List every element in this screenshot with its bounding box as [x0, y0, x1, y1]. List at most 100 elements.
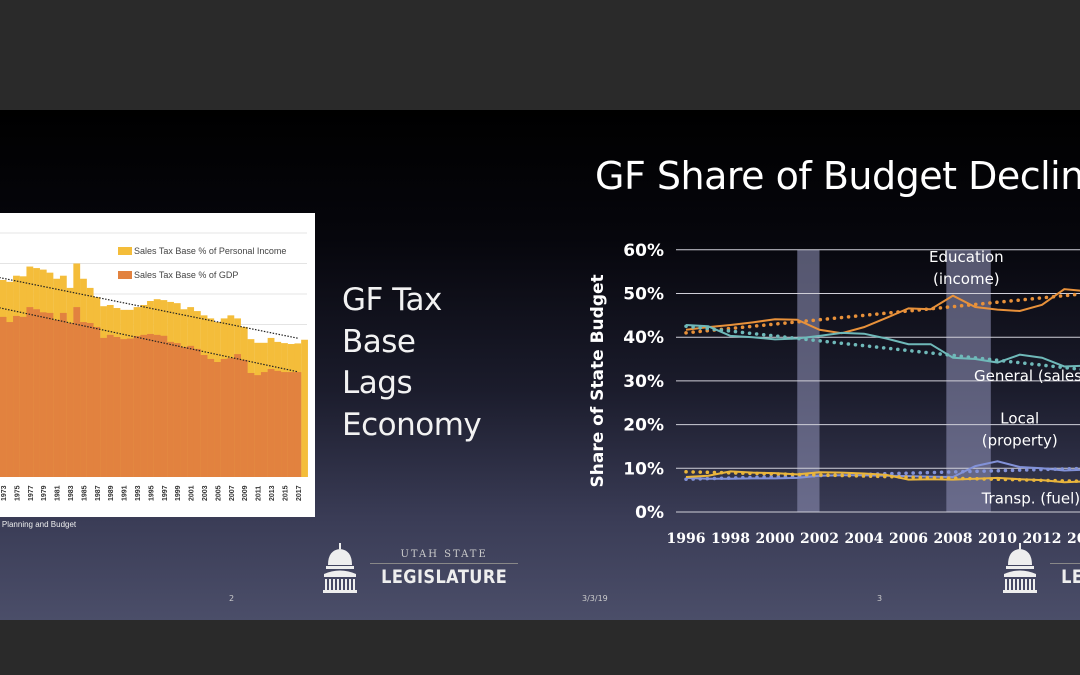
series-label: Local [1000, 409, 1039, 427]
y-axis-label: Share of State Budget [588, 274, 608, 487]
title-line: Base [342, 323, 416, 360]
x-tick-label: 1993 [135, 485, 142, 501]
x-tick-label: 2002 [800, 531, 839, 547]
y-tick-label: 40% [623, 328, 664, 348]
gdp-bar [167, 341, 174, 477]
series-label: Transp. (fuel) [981, 489, 1080, 507]
gdp-bar [133, 336, 141, 477]
legend-label: Sales Tax Base % of GDP [134, 270, 239, 280]
income-bar [301, 339, 308, 477]
slide2-title: GF Tax Base Lags Economy [342, 280, 482, 446]
logo-line1: UTAH STATE [370, 549, 519, 564]
series-label: (income) [933, 270, 1000, 288]
slides-viewport: 1973 1975 1977 1979 1981 1983 1985 1987 1989 1991… [0, 110, 1080, 620]
budget-share-chart: 0% 10% 20% 30% 40% 50% 60% Share of State Budge… [588, 241, 1080, 547]
x-tick-label: 2003 [202, 485, 209, 501]
gdp-bar [126, 338, 134, 477]
x-tick-label: 2007 [229, 485, 236, 501]
gdp-bar [281, 372, 288, 477]
legend-item-income: Sales Tax Base % of Personal Income [118, 246, 286, 256]
gdp-bar [53, 319, 61, 477]
slide-date: 3/3/19 [582, 594, 608, 603]
gdp-bar [234, 354, 241, 477]
x-tick-label: 1987 [95, 485, 102, 501]
slide-number: 3 [877, 594, 883, 603]
gdp-bar [173, 343, 181, 477]
x-tick-label: 2011 [256, 486, 263, 501]
series-line [685, 470, 1080, 484]
gdp-bar [240, 359, 248, 477]
series-label: (property) [982, 431, 1058, 449]
gdp-bar [287, 372, 295, 477]
gdp-bar [59, 312, 67, 477]
bottom-letterbox [0, 620, 1080, 675]
x-tick-label: 2009 [242, 485, 249, 501]
gdp-bar [6, 322, 14, 477]
gdp-bar [294, 372, 302, 477]
gdp-bar [80, 322, 87, 477]
x-tick-label: 1997 [162, 485, 169, 501]
x-tick-label: 1975 [14, 485, 21, 501]
gdp-bar [274, 370, 282, 477]
gdp-bar [254, 375, 262, 477]
gdp-bar [73, 307, 81, 477]
sales-tax-chart: 1973 1975 1977 1979 1981 1983 1985 1987 1989 1991… [0, 213, 315, 517]
gdp-bar [113, 337, 121, 477]
y-tick-label: 60% [623, 241, 664, 261]
chart-source: Office of Planning and Budget [0, 520, 76, 529]
gdp-bar [13, 315, 20, 477]
x-tick-label: 1991 [122, 485, 129, 501]
y-tick-label: 50% [623, 285, 664, 305]
x-tick-label: 2017 [296, 485, 303, 501]
gdp-bar [120, 339, 128, 477]
gdp-bar [86, 322, 94, 477]
series-label: Education [929, 248, 1004, 266]
gdp-bar [220, 358, 228, 477]
x-tick-label: 2015 [282, 485, 289, 501]
logo-line1: UTAH STATE [1050, 549, 1080, 564]
x-tick-label: 1973 [1, 485, 8, 501]
gdp-bar [140, 334, 148, 477]
x-tick-label: 2005 [215, 485, 222, 501]
slide3-title: GF Share of Budget Declining [595, 154, 1080, 198]
gdp-bar [19, 316, 27, 477]
gdp-bar [260, 372, 268, 477]
y-tick-label: 30% [623, 372, 664, 392]
gdp-bar [106, 334, 114, 477]
slide-number: 2 [229, 594, 235, 603]
gdp-bar [180, 347, 188, 477]
capitol-dome-icon [1003, 543, 1037, 593]
gdp-bar [33, 309, 40, 477]
trendline [0, 307, 298, 373]
title-line: Economy [342, 406, 482, 443]
gdp-bar [200, 355, 208, 477]
gdp-bar [26, 307, 34, 477]
logo-line2: LEGISLATURE [381, 565, 508, 588]
trendline [0, 277, 298, 339]
capitol-dome-icon [323, 543, 357, 593]
x-tick-label: 2006 [889, 531, 928, 547]
utah-legislature-logo: UTAH STATE LEGISLATURE [322, 543, 519, 593]
legend-label: Sales Tax Base % of Personal Income [134, 246, 287, 256]
x-tick-label: 1998 [711, 531, 750, 547]
x-tick-label: 2012 [1023, 531, 1062, 547]
gdp-bar [93, 326, 101, 477]
sales-tax-chart-svg: 1973 1975 1977 1979 1981 1983 1985 1987 1989 1991… [0, 232, 308, 501]
gdp-bar [193, 348, 201, 477]
y-tick-label: 10% [623, 459, 664, 479]
series-label: General (sales) [974, 367, 1080, 385]
x-tick-label: 1999 [175, 485, 182, 501]
top-letterbox [0, 0, 1080, 110]
y-tick-label: 0% [635, 503, 664, 523]
x-tick-label: 2001 [189, 485, 196, 501]
x-tick-label: 2010 [978, 531, 1017, 547]
trendline [684, 292, 1080, 335]
x-tick-label: 1981 [55, 485, 62, 501]
gdp-bar [187, 345, 195, 477]
y-tick-label: 20% [623, 416, 664, 436]
x-tick-label: 2013 [269, 485, 276, 501]
gdp-bar [100, 337, 107, 477]
x-tick-label: 1985 [81, 485, 88, 501]
title-line: GF Tax [342, 282, 442, 318]
x-tick-label: 2014 [1067, 531, 1080, 547]
